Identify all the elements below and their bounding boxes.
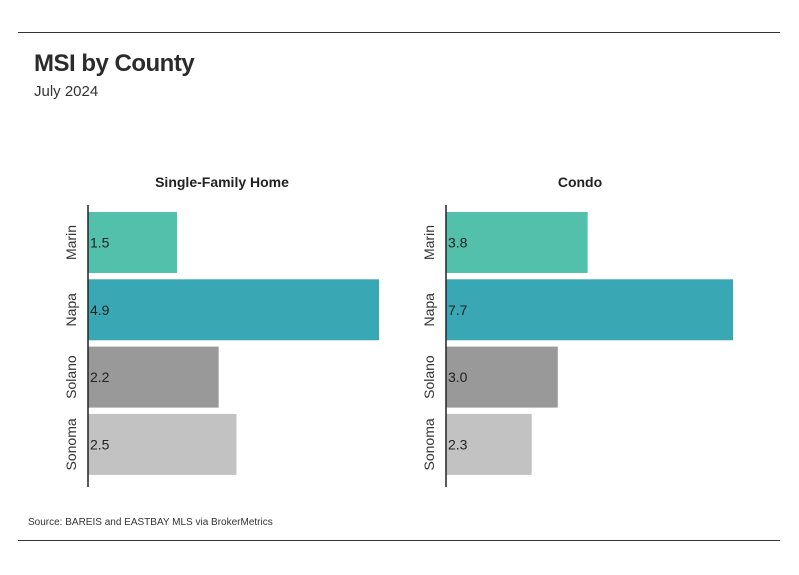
category-label-single-family-home-solano: Solano (63, 355, 79, 399)
chart-title: MSI by County (34, 50, 195, 77)
bar-condo-sonoma (446, 413, 532, 475)
condo-panel: 3.8 Marin 7.7 Napa 3.0 Solano 2.3 Sonoma (421, 205, 733, 487)
value-label-single-family-home-marin: 1.5 (90, 235, 110, 251)
category-label-single-family-home-sonoma: Sonoma (63, 418, 79, 470)
bar-single-family-home-marin (88, 212, 178, 273)
bar-condo-napa (446, 279, 733, 341)
category-label-single-family-home-marin: Marin (63, 225, 79, 260)
category-label-condo-sonoma: Sonoma (421, 418, 437, 470)
value-label-single-family-home-napa: 4.9 (90, 302, 110, 318)
bar-single-family-home-solano (88, 346, 219, 408)
value-label-condo-napa: 7.7 (448, 302, 468, 318)
single-family-panel: 1.5 Marin 4.9 Napa 2.2 Solano 2.5 Sonoma (63, 205, 379, 487)
value-label-single-family-home-solano: 2.2 (90, 369, 110, 385)
source-note: Source: BAREIS and EASTBAY MLS via Broke… (28, 517, 273, 528)
bottom-rule (18, 540, 780, 541)
chart-subtitle: July 2024 (34, 83, 99, 100)
category-label-condo-marin: Marin (421, 225, 437, 260)
panel-title-condo: Condo (557, 174, 603, 190)
value-label-single-family-home-sonoma: 2.5 (90, 436, 110, 452)
value-label-condo-solano: 3.0 (448, 369, 468, 385)
value-label-condo-marin: 3.8 (448, 235, 468, 251)
bar-single-family-home-napa (88, 279, 379, 341)
top-rule (18, 32, 780, 33)
category-label-condo-solano: Solano (421, 355, 437, 399)
panel-title-single-family: Single-Family Home (155, 174, 289, 190)
bar-condo-marin (446, 212, 588, 273)
bar-single-family-home-sonoma (88, 413, 237, 475)
category-label-condo-napa: Napa (421, 293, 437, 327)
category-label-single-family-home-napa: Napa (63, 293, 79, 327)
bar-condo-solano (446, 346, 558, 408)
value-label-condo-sonoma: 2.3 (448, 436, 468, 452)
